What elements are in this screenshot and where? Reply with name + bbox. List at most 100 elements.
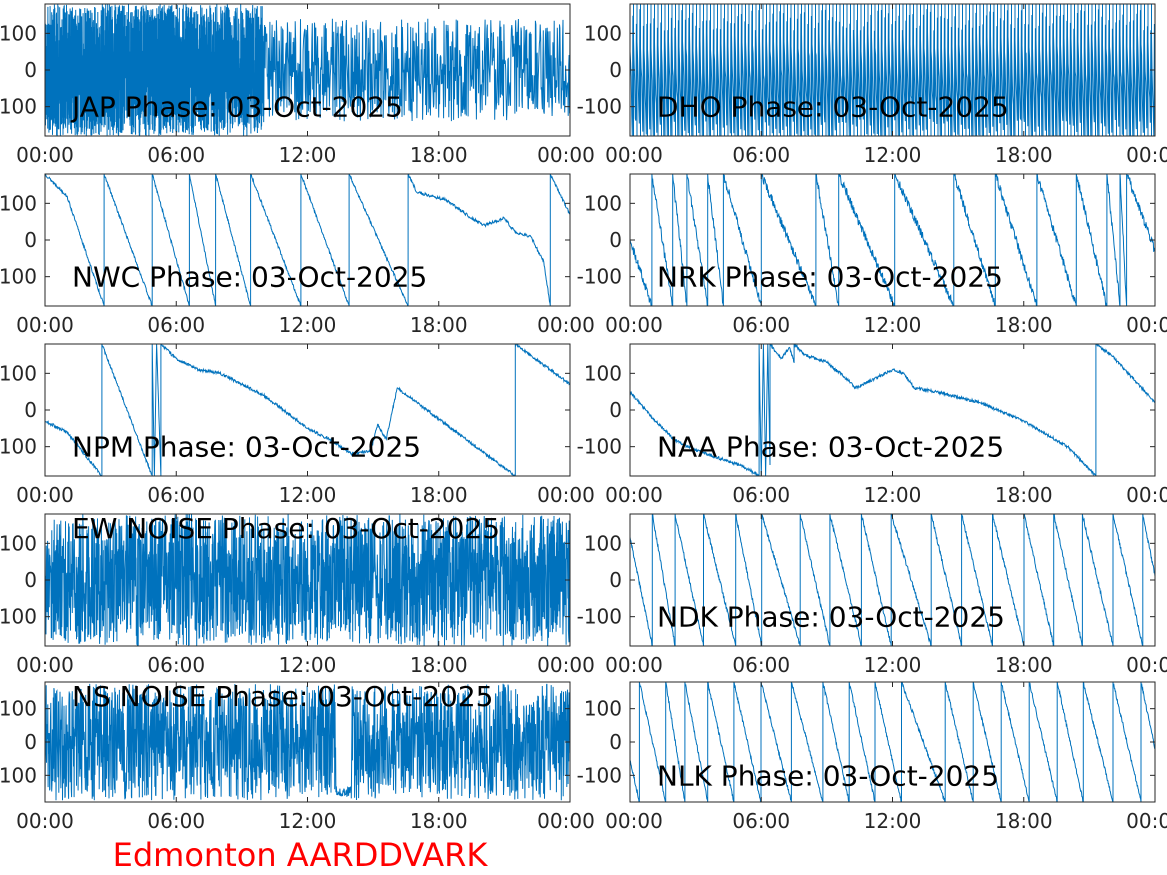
x-tick-label: 12:00	[864, 483, 922, 507]
x-tick-label: 00:00	[537, 313, 595, 337]
x-tick-label: 00:00	[1126, 313, 1167, 337]
y-tick-label: -100	[577, 265, 622, 289]
phase-series-line	[45, 514, 570, 646]
subplot-grid: JAP Phase: 03-Oct-2025 00:00 06:00 12:00 18:…	[0, 3, 1167, 833]
x-tick-label: 12:00	[279, 809, 337, 833]
y-tick-label: 100	[584, 697, 622, 721]
x-tick-label: 06:00	[732, 313, 790, 337]
x-tick-label: 00:00	[1126, 483, 1167, 507]
y-tick-label: -100	[577, 605, 622, 629]
x-tick-label: 00:00	[16, 653, 74, 677]
x-tick-label: 00:00	[605, 483, 663, 507]
subplot-npm: NPM Phase: 03-Oct-2025 00:00 06:00 12:00 18:…	[0, 343, 595, 507]
phase-series-line	[45, 683, 570, 801]
x-tick-label: 06:00	[147, 143, 205, 167]
x-tick-label: 00:00	[1126, 653, 1167, 677]
subplot-title: NLK Phase: 03-Oct-2025	[657, 759, 999, 792]
x-tick-label: 00:00	[537, 483, 595, 507]
y-tick-label: 100	[0, 531, 37, 555]
x-tick-label: 18:00	[995, 483, 1053, 507]
y-tick-label: 0	[609, 228, 622, 252]
phase-series-line	[630, 344, 1155, 476]
footer-station-label: Edmonton AARDDVARK	[113, 836, 489, 874]
y-tick-label: 0	[24, 398, 37, 422]
axes-background	[45, 344, 570, 476]
subplot-nwc: NWC Phase: 03-Oct-2025 00:00 06:00 12:00 18:…	[0, 173, 595, 337]
y-tick-label: -100	[0, 605, 37, 629]
x-tick-label: 00:00	[1126, 809, 1167, 833]
y-tick-label: 100	[0, 361, 37, 385]
x-tick-label: 12:00	[279, 313, 337, 337]
y-tick-label: 0	[609, 730, 622, 754]
x-tick-label: 18:00	[995, 313, 1053, 337]
x-tick-label: 00:00	[16, 483, 74, 507]
y-tick-label: 100	[0, 191, 37, 215]
subplot-nlk: NLK Phase: 03-Oct-2025 00:00 06:00 12:00 18:…	[577, 681, 1167, 833]
y-tick-label: 0	[24, 568, 37, 592]
x-tick-label: 18:00	[995, 809, 1053, 833]
x-tick-label: 06:00	[147, 653, 205, 677]
x-tick-label: 06:00	[147, 483, 205, 507]
subplot-title: NDK Phase: 03-Oct-2025	[657, 601, 1005, 634]
y-tick-label: 100	[584, 531, 622, 555]
subplot-title: JAP Phase: 03-Oct-2025	[70, 91, 403, 124]
x-tick-label: 12:00	[864, 809, 922, 833]
y-tick-label: -100	[0, 265, 37, 289]
y-tick-label: 0	[24, 58, 37, 82]
y-tick-label: 0	[24, 228, 37, 252]
x-tick-label: 00:00	[605, 313, 663, 337]
phase-series-line	[630, 4, 1155, 136]
subplot-jap: JAP Phase: 03-Oct-2025 00:00 06:00 12:00 18:…	[0, 3, 595, 167]
x-tick-label: 06:00	[732, 653, 790, 677]
subplot-title: NAA Phase: 03-Oct-2025	[657, 431, 1004, 464]
y-tick-label: -100	[577, 763, 622, 787]
y-tick-label: -100	[0, 95, 37, 119]
y-tick-label: 0	[609, 398, 622, 422]
x-tick-label: 00:00	[16, 809, 74, 833]
subplot-ndk: NDK Phase: 03-Oct-2025 00:00 06:00 12:00 18:…	[577, 513, 1167, 677]
phase-series-line	[45, 174, 570, 306]
subplot-title: NPM Phase: 03-Oct-2025	[72, 431, 421, 464]
y-tick-label: 100	[584, 21, 622, 45]
subplot-title: DHO Phase: 03-Oct-2025	[657, 91, 1009, 124]
subplot-ew-noise: EW NOISE Phase: 03-Oct-2025 00:00 06:00 12:…	[0, 512, 595, 677]
x-tick-label: 18:00	[410, 809, 468, 833]
x-tick-label: 06:00	[732, 483, 790, 507]
y-tick-label: 0	[609, 568, 622, 592]
x-tick-label: 12:00	[279, 483, 337, 507]
y-tick-label: -100	[577, 95, 622, 119]
x-tick-label: 12:00	[864, 313, 922, 337]
subplot-title: EW NOISE Phase: 03-Oct-2025	[72, 512, 500, 545]
axes-background	[45, 174, 570, 306]
axes-background	[630, 682, 1155, 802]
subplot-nrk: NRK Phase: 03-Oct-2025 00:00 06:00 12:00 18:…	[577, 173, 1167, 337]
subplot-ns-noise: NS NOISE Phase: 03-Oct-2025 00:00 06:00 12:…	[0, 680, 595, 833]
x-tick-label: 00:00	[605, 143, 663, 167]
x-tick-label: 06:00	[147, 313, 205, 337]
x-tick-label: 18:00	[995, 653, 1053, 677]
y-tick-label: -100	[0, 435, 37, 459]
x-tick-label: 00:00	[605, 809, 663, 833]
y-tick-label: -100	[0, 763, 37, 787]
y-tick-label: 0	[609, 58, 622, 82]
subplot-title: NWC Phase: 03-Oct-2025	[72, 261, 427, 294]
y-tick-label: 100	[584, 361, 622, 385]
x-tick-label: 18:00	[410, 483, 468, 507]
phase-series-line	[45, 4, 570, 136]
phase-series-line	[630, 682, 1155, 802]
x-tick-label: 00:00	[16, 313, 74, 337]
y-tick-label: -100	[577, 435, 622, 459]
y-tick-label: 0	[24, 730, 37, 754]
x-tick-label: 12:00	[279, 653, 337, 677]
x-tick-label: 00:00	[605, 653, 663, 677]
x-tick-label: 00:00	[537, 809, 595, 833]
y-tick-label: 100	[0, 21, 37, 45]
x-tick-label: 00:00	[16, 143, 74, 167]
subplot-title: NS NOISE Phase: 03-Oct-2025	[72, 680, 493, 713]
x-tick-label: 12:00	[864, 653, 922, 677]
x-tick-label: 18:00	[410, 653, 468, 677]
y-tick-label: 100	[0, 697, 37, 721]
x-tick-label: 06:00	[732, 809, 790, 833]
subplot-title: NRK Phase: 03-Oct-2025	[657, 261, 1003, 294]
